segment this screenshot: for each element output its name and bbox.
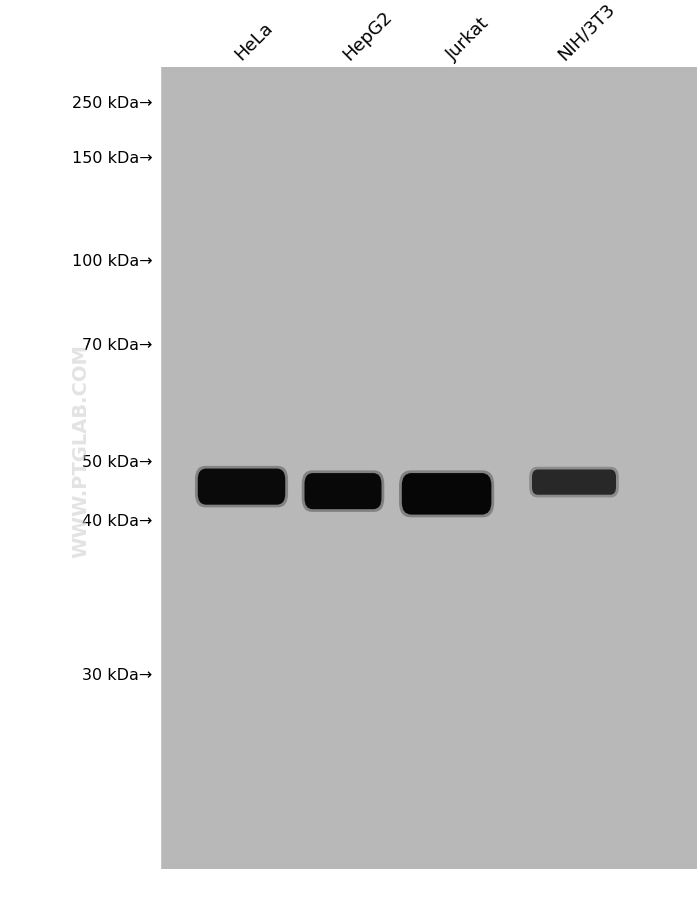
FancyBboxPatch shape: [195, 466, 288, 508]
Text: 70 kDa→: 70 kDa→: [82, 338, 153, 353]
Text: WWW.PTGLAB.COM: WWW.PTGLAB.COM: [71, 345, 90, 557]
Text: 100 kDa→: 100 kDa→: [72, 254, 153, 269]
Text: 30 kDa→: 30 kDa→: [83, 667, 153, 682]
FancyBboxPatch shape: [402, 474, 491, 515]
Text: HeLa: HeLa: [231, 19, 276, 64]
Text: Jurkat: Jurkat: [443, 14, 493, 64]
Bar: [0, 0, 160, 902]
Text: 250 kDa→: 250 kDa→: [72, 97, 153, 111]
FancyBboxPatch shape: [532, 470, 616, 495]
Text: HepG2: HepG2: [340, 8, 396, 64]
Bar: [160, 68, 696, 869]
FancyBboxPatch shape: [304, 474, 382, 510]
Text: 40 kDa→: 40 kDa→: [82, 514, 153, 529]
Text: 150 kDa→: 150 kDa→: [72, 151, 153, 165]
Text: NIH/3T3: NIH/3T3: [554, 0, 618, 64]
Text: 50 kDa→: 50 kDa→: [82, 455, 153, 469]
FancyBboxPatch shape: [399, 471, 494, 518]
FancyBboxPatch shape: [529, 467, 619, 498]
FancyBboxPatch shape: [302, 471, 384, 512]
FancyBboxPatch shape: [197, 469, 286, 505]
